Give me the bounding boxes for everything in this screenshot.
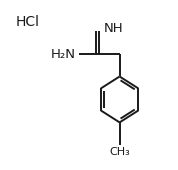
Text: NH: NH [103, 22, 123, 35]
Text: H₂N: H₂N [50, 48, 75, 61]
Text: HCl: HCl [16, 15, 40, 29]
Text: CH₃: CH₃ [109, 147, 130, 157]
